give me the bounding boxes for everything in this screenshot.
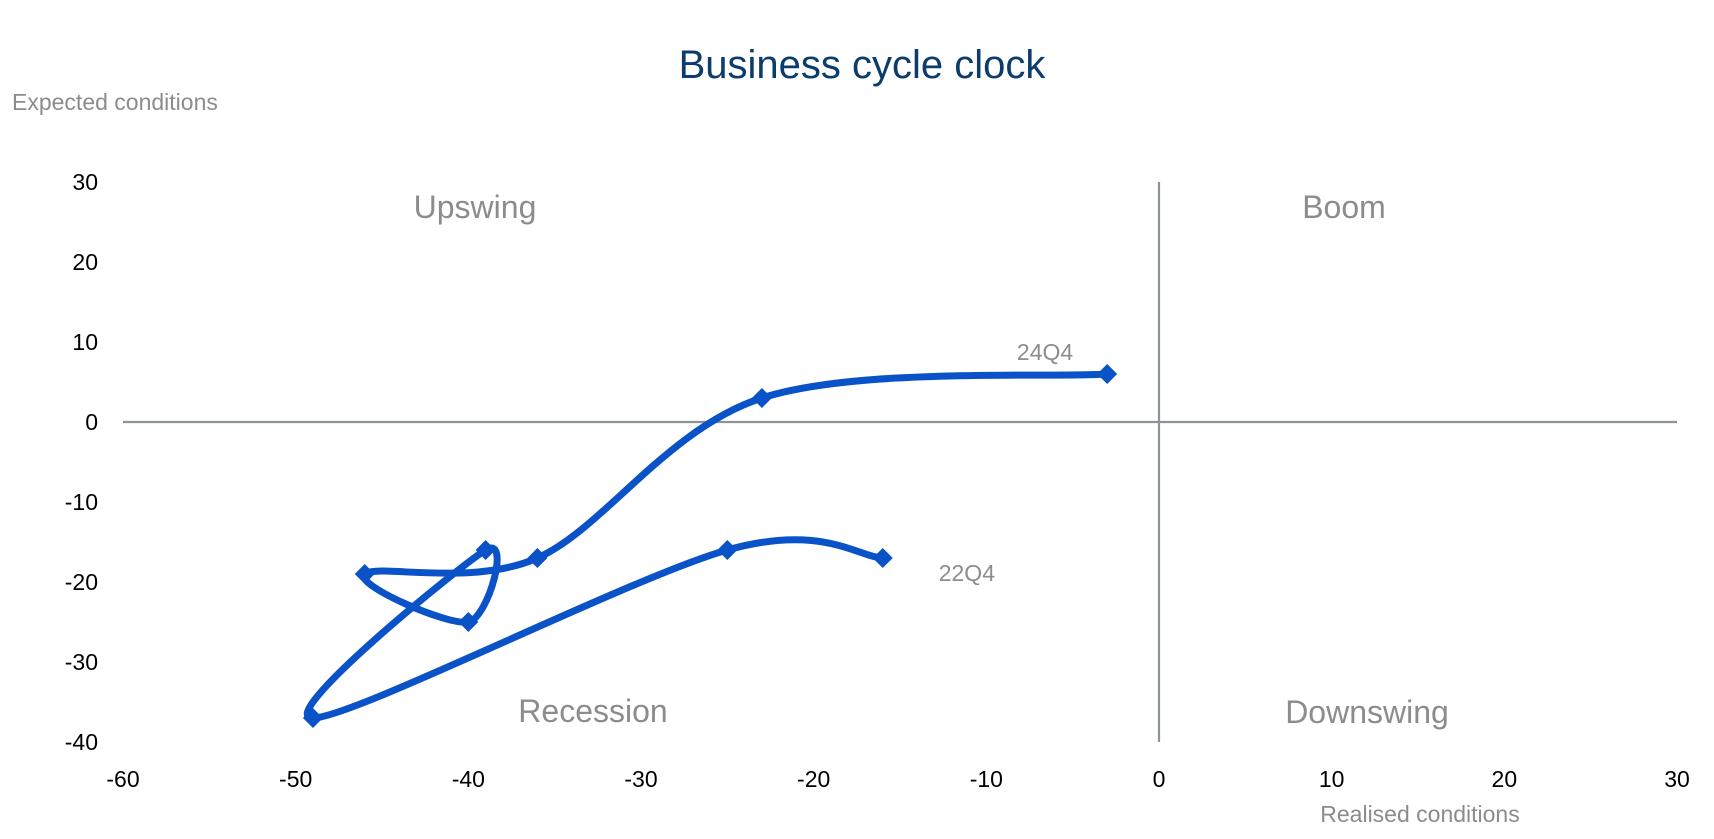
- x-axis-title: Realised conditions: [1320, 801, 1519, 827]
- chart-title: Business cycle clock: [679, 43, 1047, 87]
- data-point-marker: [475, 540, 496, 560]
- x-tick-label: 0: [1153, 766, 1166, 792]
- y-tick-label: -10: [65, 489, 98, 515]
- x-tick-label: 10: [1319, 766, 1345, 792]
- data-point-marker: [751, 388, 772, 408]
- point-labels: 22Q4 24Q4: [939, 339, 1074, 586]
- point-label: 22Q4: [939, 560, 995, 586]
- data-point-marker: [1097, 364, 1118, 384]
- y-tick-label: 20: [72, 249, 98, 275]
- x-tick-label: -20: [797, 766, 830, 792]
- series: [302, 364, 1118, 728]
- y-tick-label: -20: [65, 569, 98, 595]
- x-tick-label: -50: [279, 766, 312, 792]
- data-point-marker: [302, 708, 323, 728]
- data-point-marker: [527, 548, 548, 568]
- axes: [123, 182, 1677, 742]
- series-line: [303, 370, 1111, 722]
- x-tick-label: 20: [1492, 766, 1518, 792]
- y-tick-label: 10: [72, 329, 98, 355]
- x-tick-label: -40: [452, 766, 485, 792]
- quadrant-label-downswing: Downswing: [1285, 694, 1449, 730]
- y-tick-label: -40: [65, 729, 98, 755]
- x-tick-label: 30: [1664, 766, 1690, 792]
- quadrant-label-boom: Boom: [1302, 189, 1386, 225]
- quadrant-label-upswing: Upswing: [414, 189, 537, 225]
- tick-labels: -60 -50 -40 -30 -20 -10 0 10 20 30 30 20 10 0 -10 -20 -3…: [65, 169, 1690, 792]
- y-tick-label: -30: [65, 649, 98, 675]
- point-label: 24Q4: [1017, 339, 1073, 365]
- quadrant-labels: Upswing Boom Recession Downswing: [414, 189, 1449, 730]
- data-point-marker: [354, 564, 375, 584]
- y-tick-label: 0: [85, 409, 98, 435]
- y-tick-label: 30: [72, 169, 98, 195]
- data-point-marker: [717, 540, 738, 560]
- x-tick-label: -10: [970, 766, 1003, 792]
- y-axis-title: Expected conditions: [12, 89, 218, 115]
- quadrant-label-recession: Recession: [518, 693, 667, 729]
- x-tick-label: -30: [624, 766, 657, 792]
- x-tick-label: -60: [106, 766, 139, 792]
- data-point-marker: [872, 548, 893, 568]
- data-point-marker: [458, 612, 479, 632]
